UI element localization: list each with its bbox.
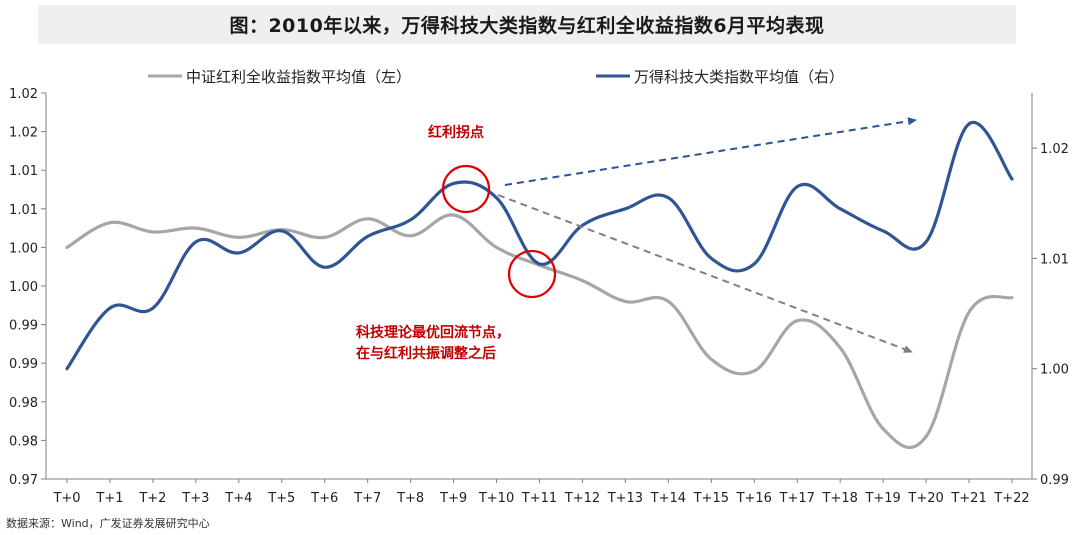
- x-tick-label: T+21: [950, 491, 986, 506]
- x-tick-label: T+20: [907, 491, 943, 506]
- left-y-tick-label: 1.02: [9, 126, 38, 141]
- x-tick-label: T+15: [693, 491, 729, 506]
- annotation-tech-reflow-line1: 科技理论最优回流节点，: [356, 324, 510, 341]
- left-y-tick-label: 0.99: [9, 319, 38, 334]
- x-tick-label: T+14: [650, 491, 686, 506]
- left-y-tick-label: 1.02: [9, 87, 38, 102]
- series-line-dividend-index: [65, 213, 1014, 449]
- x-tick-label: T+1: [95, 491, 123, 506]
- left-y-tick-label: 1.00: [9, 280, 38, 295]
- left-y-ticks: 0.97 0.98 0.98 0.99 0.99 1.00 1.00 1.01 1.01 1.02…: [9, 87, 46, 488]
- right-y-tick-label: 1.02: [1040, 142, 1069, 157]
- series-line-tech-index: [65, 120, 1014, 371]
- legend-label-left-series: 中证红利全收益指数平均值（左）: [186, 68, 411, 86]
- x-tick-label: T+12: [564, 491, 600, 506]
- x-tick-label: T+6: [310, 491, 338, 506]
- x-tick-label: T+8: [396, 491, 424, 506]
- x-tick-label: T+19: [864, 491, 900, 506]
- axes: 0.97 0.98 0.98 0.99 0.99 1.00 1.00 1.01 1.01 1.02…: [9, 87, 1069, 506]
- right-y-ticks: 0.99 1.00 1.01 1.02: [1032, 142, 1069, 488]
- legend-label-right-series: 万得科技大类指数平均值（右）: [634, 68, 844, 86]
- left-y-tick-label: 0.97: [9, 473, 38, 488]
- x-tick-label: T+5: [267, 491, 295, 506]
- x-tick-label: T+2: [138, 491, 166, 506]
- x-ticks: T+0 T+1 T+2 T+3 T+4 T+5 T+6 T+7 T+8 T+9 T+10 T+11 T+…: [52, 479, 1030, 506]
- x-tick-label: T+18: [821, 491, 857, 506]
- x-tick-label: T+10: [478, 491, 514, 506]
- upward-trend-arrow: [504, 117, 917, 186]
- legend: 中证红利全收益指数平均值（左） 万得科技大类指数平均值（右）: [148, 68, 844, 86]
- x-tick-label: T+13: [607, 491, 643, 506]
- x-tick-label: T+11: [521, 491, 557, 506]
- left-y-tick-label: 0.99: [9, 357, 38, 372]
- x-tick-label: T+4: [224, 491, 252, 506]
- dividend-turning-point-circle: [441, 164, 491, 214]
- left-y-tick-label: 1.01: [9, 164, 38, 179]
- x-tick-label: T+3: [181, 491, 209, 506]
- downward-trend-arrow: [497, 194, 913, 353]
- left-y-tick-label: 1.01: [9, 203, 38, 218]
- annotation-dividend-turning-point: 红利拐点: [428, 124, 484, 141]
- left-y-tick-label: 0.98: [9, 434, 38, 449]
- x-tick-label: T+0: [52, 491, 80, 506]
- x-tick-label: T+9: [439, 491, 467, 506]
- x-tick-label: T+22: [993, 491, 1029, 506]
- x-tick-label: T+17: [779, 491, 815, 506]
- right-y-tick-label: 0.99: [1040, 473, 1069, 488]
- annotation-tech-reflow-line2: 在与红利共振调整之后: [356, 345, 496, 362]
- right-y-tick-label: 1.00: [1040, 363, 1069, 378]
- x-tick-label: T+16: [736, 491, 772, 506]
- data-source-note: 数据来源：Wind，广发证券发展研究中心: [6, 517, 210, 530]
- left-y-tick-label: 1.00: [9, 241, 38, 256]
- chart-title-bar: 图：2010年以来，万得科技大类指数与红利全收益指数6月平均表现: [38, 5, 1016, 44]
- right-y-tick-label: 1.01: [1040, 252, 1069, 267]
- tech-reflow-point-circle: [507, 249, 557, 299]
- series-layer: [65, 120, 1014, 449]
- chart-title: 图：2010年以来，万得科技大类指数与红利全收益指数6月平均表现: [229, 15, 825, 37]
- x-tick-label: T+7: [353, 491, 381, 506]
- left-y-tick-label: 0.98: [9, 396, 38, 411]
